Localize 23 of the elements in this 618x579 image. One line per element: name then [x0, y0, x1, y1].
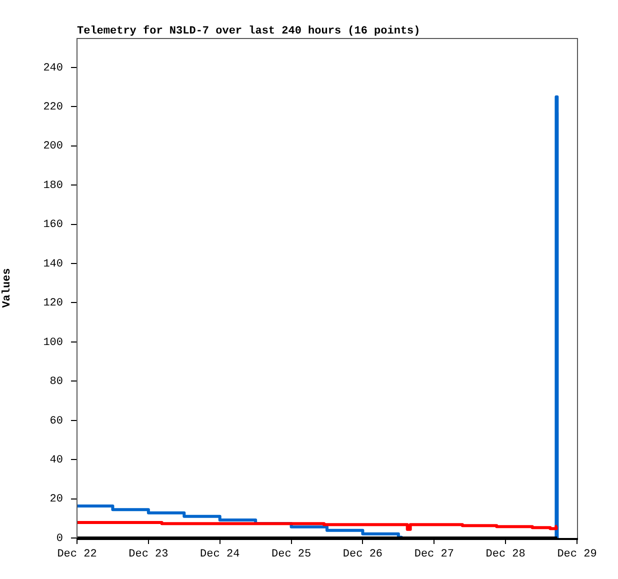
y-tick-label: 0 [56, 532, 63, 545]
y-tick-label: 160 [43, 219, 63, 232]
y-tick-label: 100 [43, 336, 63, 349]
x-tick-label: Dec 23 [128, 548, 168, 561]
y-tick-label: 140 [43, 258, 63, 270]
x-tick-label: Dec 29 [557, 548, 597, 561]
y-tick-label: 220 [43, 102, 63, 114]
y-tick-label: 40 [50, 454, 63, 466]
y-tick-label: 80 [50, 376, 63, 388]
y-tick-label: 200 [43, 140, 63, 153]
x-tick-label: Dec 26 [342, 548, 383, 561]
x-tick-label: Dec 28 [486, 548, 526, 561]
y-tick-label: 20 [50, 494, 63, 506]
x-tick-label: Dec 22 [57, 548, 97, 561]
x-tick-label: Dec 24 [200, 548, 240, 561]
y-tick-label: 240 [43, 62, 63, 74]
y-tick-label: 180 [43, 180, 63, 192]
y-axis-title: Values [1, 268, 14, 308]
x-tick-label: Dec 27 [414, 548, 454, 561]
x-tick-label: Dec 25 [271, 548, 312, 561]
y-tick-label: 60 [50, 415, 63, 428]
chart-title: Telemetry for N3LD-7 over last 240 hours (16 points) [77, 24, 420, 38]
y-tick-label: 120 [43, 298, 63, 310]
